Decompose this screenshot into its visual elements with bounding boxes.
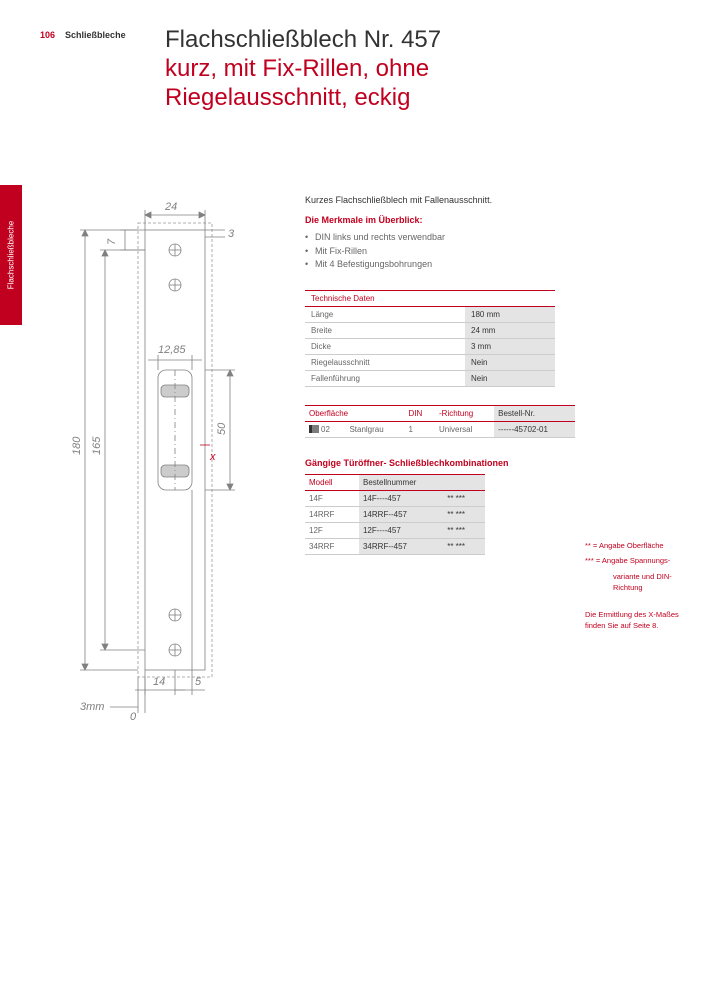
combo-table: Modell Bestellnummer 14F14F----457** ***… [305,474,485,555]
feature-item: Mit 4 Befestigungsbohrungen [305,258,575,272]
svg-text:24: 24 [164,201,177,213]
page-header: 106 Schließbleche [40,30,126,40]
features-list: DIN links und rechts verwendbar Mit Fix-… [305,231,575,272]
content-column: Kurzes Flachschließblech mit Fallenaussc… [305,195,575,555]
title-line1: Flachschließblech Nr. 457 [165,26,585,55]
table-row: RiegelausschnittNein [305,354,555,370]
table-row: 02 Stanlgrau 1 Universal ------45702-01 [305,421,575,437]
svg-text:0: 0 [130,711,137,720]
svg-text:3: 3 [228,228,235,240]
feature-item: DIN links und rechts verwendbar [305,231,575,245]
title-line2: kurz, mit Fix-Rillen, ohne [165,55,585,84]
svg-text:x: x [209,451,216,463]
side-tab: Flachschließbleche [0,185,22,325]
svg-text:7: 7 [106,238,118,245]
svg-text:3mm: 3mm [80,701,104,713]
title-block: Flachschließblech Nr. 457 kurz, mit Fix-… [165,26,585,112]
svg-text:180: 180 [71,436,83,455]
finish-swatch [309,425,319,433]
legend-star3b: variante und DIN-Richtung [585,571,695,594]
legend-star3a: *** = Angabe Spannungs- [585,555,695,566]
tech-header: Technische Daten [305,290,555,306]
svg-text:50: 50 [216,422,228,435]
table-row: 12F12F----457** *** [305,522,485,538]
col-din: DIN [405,405,435,421]
table-row: 14RRF14RRF--457** *** [305,506,485,522]
svg-text:5: 5 [195,676,202,688]
legend: ** = Angabe Oberfläche *** = Angabe Span… [585,540,695,632]
col-model: Modell [305,474,359,490]
section-name: Schließbleche [65,30,126,40]
legend-star2: ** = Angabe Oberfläche [585,540,695,551]
table-row: Dicke3 mm [305,338,555,354]
svg-text:165: 165 [91,436,103,455]
features-heading: Die Merkmale im Überblick: [305,215,575,225]
svg-text:14: 14 [153,676,165,688]
title-line3: Riegelausschnitt, eckig [165,84,585,113]
col-ordernum: Bestell-Nr. [494,405,575,421]
table-row: Breite24 mm [305,322,555,338]
combo-heading: Gängige Türöffner- Schließblechkombinati… [305,458,575,468]
table-row: 14F14F----457** *** [305,490,485,506]
svg-text:12,85: 12,85 [158,344,186,356]
intro-text: Kurzes Flachschließblech mit Fallenaussc… [305,195,575,205]
feature-item: Mit Fix-Rillen [305,245,575,259]
legend-note1: Die Ermittlung des X-Maßes [585,609,695,620]
page-number: 106 [40,30,55,40]
order-table: Oberfläche DIN -Richtung Bestell-Nr. 02 … [305,405,575,438]
tech-data-table: Technische Daten Länge180 mm Breite24 mm… [305,290,555,387]
col-dir: -Richtung [435,405,494,421]
col-ordernum: Bestellnummer [359,474,485,490]
table-row: 34RRF34RRF--457** *** [305,538,485,554]
col-finish: Oberfläche [305,405,405,421]
legend-note2: finden Sie auf Seite 8. [585,620,695,631]
side-tab-label: Flachschließbleche [7,221,16,289]
table-row: FallenführungNein [305,370,555,386]
technical-drawing: x 24 3 7 180 165 [60,195,270,720]
table-row: Länge180 mm [305,306,555,322]
